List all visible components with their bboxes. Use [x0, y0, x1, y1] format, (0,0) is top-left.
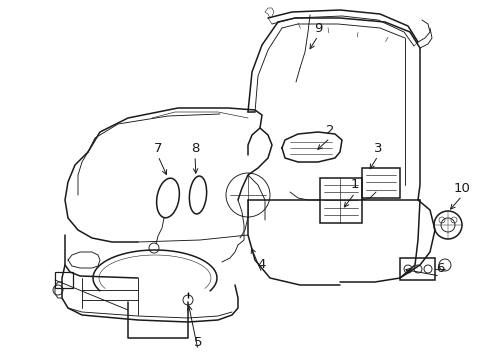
Text: 10: 10	[453, 181, 469, 194]
Text: 7: 7	[153, 141, 162, 154]
Text: 9: 9	[313, 22, 322, 35]
Ellipse shape	[156, 178, 179, 218]
Text: 1: 1	[350, 179, 359, 192]
Bar	[319, 178, 361, 223]
Text: 3: 3	[373, 141, 382, 154]
Bar	[55, 272, 73, 288]
Bar	[399, 258, 434, 280]
Text: 4: 4	[257, 258, 265, 271]
Ellipse shape	[189, 176, 206, 214]
Text: 2: 2	[325, 123, 334, 136]
Bar	[361, 168, 399, 198]
Text: 6: 6	[435, 261, 443, 274]
Text: 5: 5	[193, 336, 202, 348]
Text: 8: 8	[190, 141, 199, 154]
